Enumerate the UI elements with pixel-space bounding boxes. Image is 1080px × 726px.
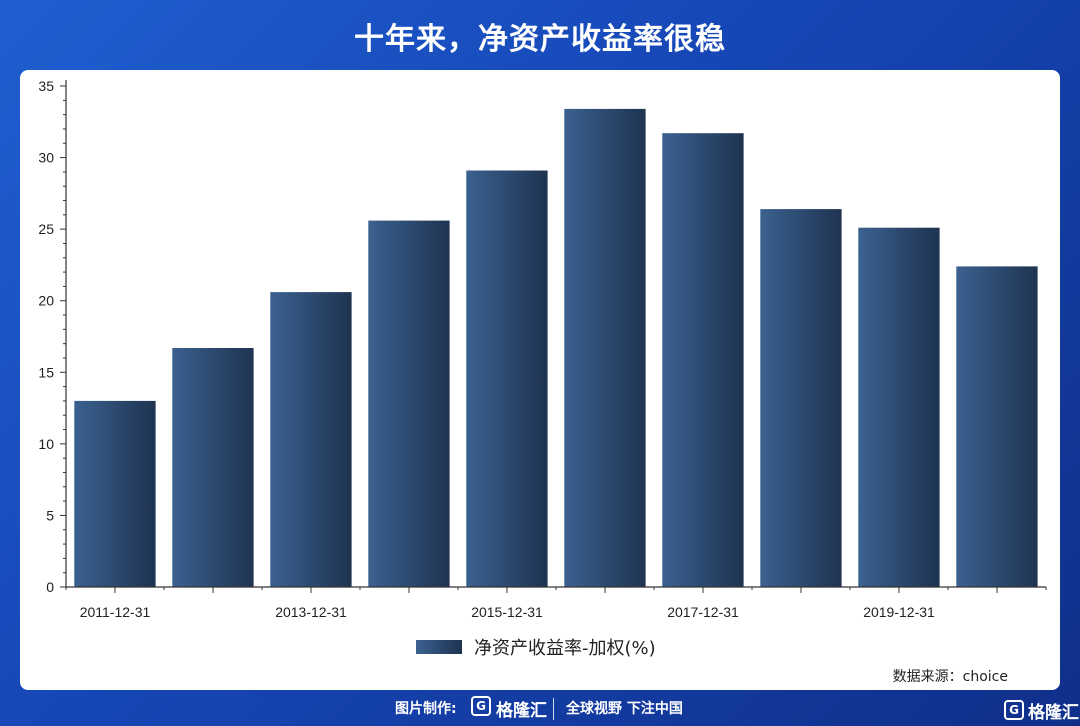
footer-label: 图片制作:	[395, 701, 457, 717]
corner-logo-icon: G	[1004, 700, 1024, 720]
x-tick-label: 2011-12-31	[80, 604, 151, 620]
footer: 图片制作: G 格隆汇 全球视野 下注中国	[0, 692, 1080, 726]
x-tick-label: 2015-12-31	[471, 604, 543, 620]
bar-2019-12-31	[858, 227, 940, 587]
y-tick-label: 15	[38, 364, 54, 380]
bar-chart: 0 5 10 15 20 25 30 35 2011-12-31 2013-12-31 2015-1…	[38, 78, 1047, 620]
bar-2013-12-31	[270, 292, 352, 587]
chart-title: 十年来，净资产收益率很稳	[354, 22, 726, 57]
footer-divider	[553, 698, 554, 720]
bar-2016-12-31	[564, 108, 646, 588]
legend: 净资产收益率-加权(%)	[416, 636, 656, 659]
bar-2012-12-31	[172, 348, 254, 587]
y-tick-label: 10	[38, 436, 54, 452]
bar-2020-12-31	[956, 266, 1038, 587]
footer-slogan: 全球视野 下注中国	[566, 701, 683, 717]
brand-logo-icon: G	[471, 696, 491, 716]
y-tick-label: 35	[38, 78, 54, 94]
bar-2015-12-31	[466, 170, 548, 587]
x-tick-label: 2019-12-31	[863, 604, 935, 620]
y-tick-label: 25	[38, 221, 54, 237]
y-tick-label: 5	[46, 507, 54, 523]
y-tick-label: 20	[38, 293, 54, 309]
x-tick-label: 2017-12-31	[667, 604, 739, 620]
x-tick-label: 2013-12-31	[275, 604, 347, 620]
bar-2014-12-31	[368, 220, 450, 587]
footer-brand: 格隆汇	[496, 701, 547, 721]
legend-swatch	[416, 640, 462, 654]
data-source: 数据来源：choice	[892, 669, 1008, 685]
legend-label: 净资产收益率-加权(%)	[474, 638, 656, 659]
y-tick-label: 30	[38, 150, 54, 166]
bar-2018-12-31	[760, 209, 842, 587]
bar-2011-12-31	[74, 400, 156, 587]
y-tick-label: 0	[46, 579, 54, 595]
bar-2017-12-31	[662, 133, 744, 587]
chart-panel: 0 5 10 15 20 25 30 35 2011-12-31 2013-12-31 2015-1…	[20, 70, 1060, 690]
corner-brand: 格隆汇	[1028, 703, 1079, 723]
